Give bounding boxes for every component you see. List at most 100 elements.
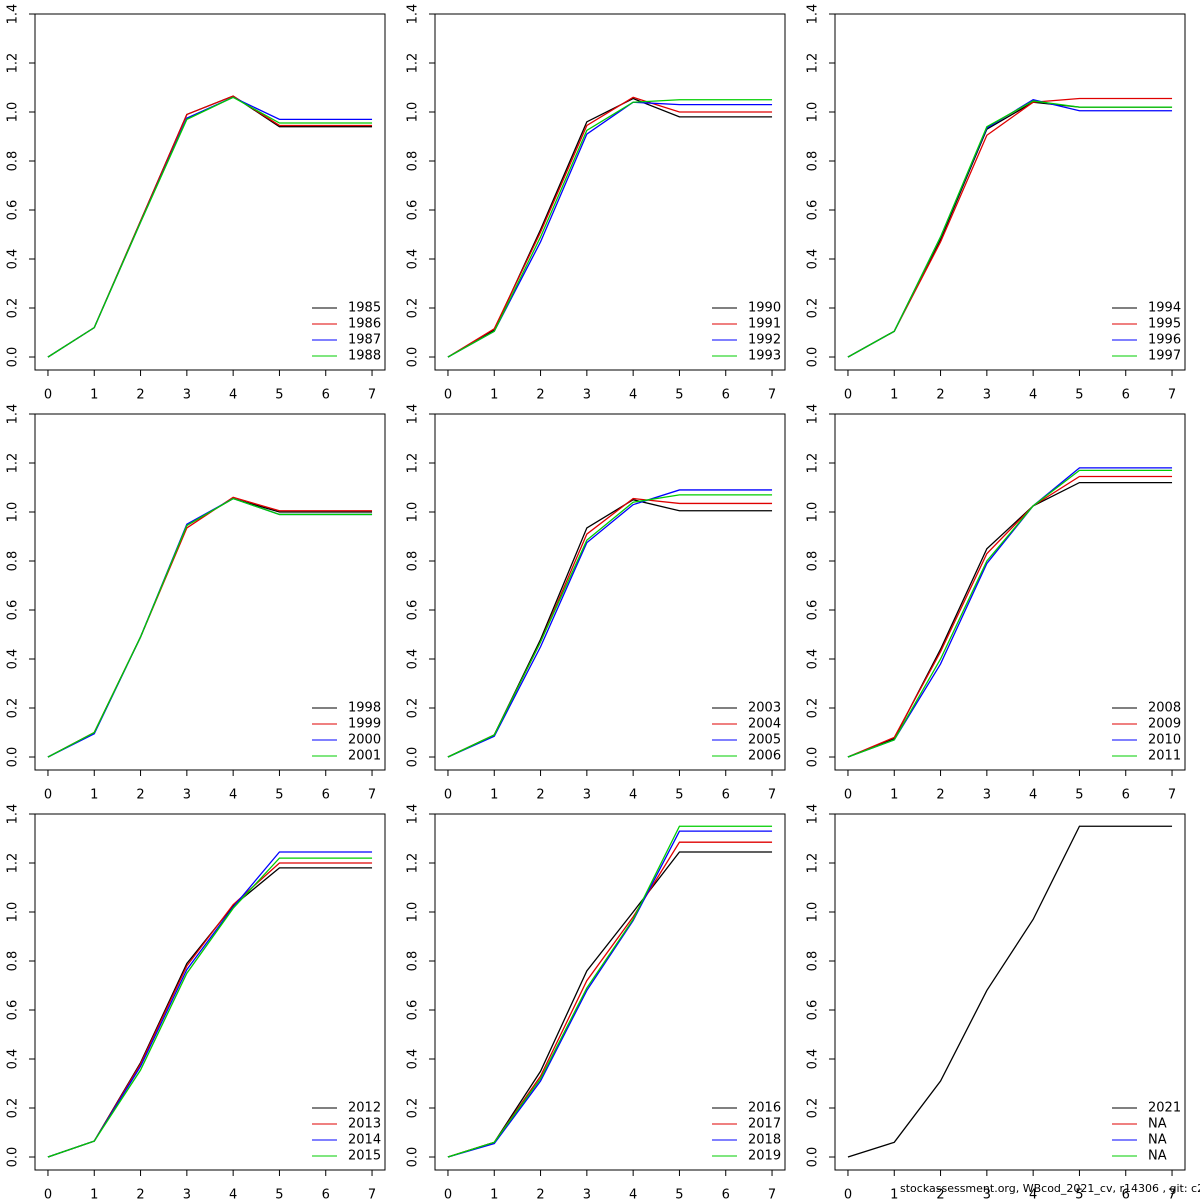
y-tick-label: 0.0 xyxy=(6,347,21,368)
y-tick-label: 0.2 xyxy=(6,1098,21,1119)
y-tick-label: 0.2 xyxy=(406,298,421,319)
y-tick-label: 0.4 xyxy=(6,649,21,670)
x-tick-label: 4 xyxy=(229,388,237,403)
x-tick-label: 2 xyxy=(136,1188,144,1200)
x-tick-label: 4 xyxy=(629,1188,637,1200)
x-tick-label: 1 xyxy=(890,1188,898,1200)
y-tick-label: 1.2 xyxy=(806,53,821,74)
x-tick-label: 6 xyxy=(1122,1188,1130,1200)
legend-label: 2013 xyxy=(348,1117,381,1132)
x-tick-label: 0 xyxy=(44,388,52,403)
y-tick-label: 0.8 xyxy=(6,951,21,972)
series-line xyxy=(447,96,773,358)
y-tick-label: 0.0 xyxy=(406,1147,421,1168)
y-tick-label: 0.2 xyxy=(406,1098,421,1119)
x-tick-label: 3 xyxy=(983,388,991,403)
legend-label: 1998 xyxy=(348,701,381,716)
y-tick-label: 1.0 xyxy=(406,902,421,923)
x-tick-label: 5 xyxy=(675,388,683,403)
y-tick-label: 0.2 xyxy=(806,1098,821,1119)
x-tick-label: 3 xyxy=(583,1188,591,1200)
series-line xyxy=(847,100,1173,358)
legend-label: 2011 xyxy=(1148,749,1181,764)
y-tick-label: 0.4 xyxy=(806,249,821,270)
x-tick-label: 6 xyxy=(722,788,730,803)
x-tick-label: 2 xyxy=(536,788,544,803)
x-tick-label: 4 xyxy=(229,788,237,803)
x-tick-label: 0 xyxy=(844,388,852,403)
x-tick-label: 3 xyxy=(183,1188,191,1200)
legend-label: NA xyxy=(1148,1117,1167,1132)
x-tick-label: 3 xyxy=(983,788,991,803)
y-tick-label: 1.4 xyxy=(6,404,21,425)
y-tick-label: 0.6 xyxy=(406,200,421,221)
y-tick-label: 1.2 xyxy=(406,853,421,874)
y-tick-label: 0.8 xyxy=(806,151,821,172)
x-tick-label: 5 xyxy=(1075,788,1083,803)
legend-label: 2006 xyxy=(748,749,781,764)
x-tick-label: 0 xyxy=(444,1188,452,1200)
y-tick-label: 0.2 xyxy=(806,698,821,719)
x-tick-label: 6 xyxy=(322,1188,330,1200)
x-tick-label: 5 xyxy=(275,1188,283,1200)
x-tick-label: 4 xyxy=(629,788,637,803)
panel: 0.0 0.2 0.4 0.6 0.8 1.0 1.2 1.4 0 1 2 3 4 5 6 7 20122013… xyxy=(6,804,386,1200)
legend-label: 1991 xyxy=(748,317,781,332)
series-line xyxy=(447,489,773,758)
series-line xyxy=(47,857,373,1158)
y-tick-label: 0.4 xyxy=(406,1049,421,1070)
y-tick-label: 0.0 xyxy=(6,1147,21,1168)
y-tick-label: 1.2 xyxy=(806,853,821,874)
y-tick-label: 1.4 xyxy=(806,404,821,425)
y-tick-label: 0.0 xyxy=(406,347,421,368)
legend-label: 1992 xyxy=(748,333,781,348)
y-tick-label: 1.0 xyxy=(406,502,421,523)
legend-label: 2016 xyxy=(748,1101,781,1116)
y-tick-label: 1.4 xyxy=(406,404,421,425)
x-tick-label: 0 xyxy=(444,388,452,403)
x-tick-label: 7 xyxy=(368,388,376,403)
series-line xyxy=(447,494,773,758)
x-tick-label: 6 xyxy=(722,1188,730,1200)
y-tick-label: 0.2 xyxy=(6,298,21,319)
series-line xyxy=(847,825,1173,1158)
x-tick-label: 7 xyxy=(768,788,776,803)
panel: 0.0 0.2 0.4 0.6 0.8 1.0 1.2 1.4 0 1 2 3 4 5 6 7 20082009… xyxy=(806,404,1186,803)
x-tick-label: 7 xyxy=(1168,1188,1176,1200)
y-tick-label: 1.4 xyxy=(806,804,821,825)
x-tick-label: 7 xyxy=(1168,788,1176,803)
legend-label: 1988 xyxy=(348,349,381,364)
panel: 0.0 0.2 0.4 0.6 0.8 1.0 1.2 1.4 0 1 2 3 4 5 6 7 19851986… xyxy=(6,4,386,403)
x-tick-label: 7 xyxy=(1168,388,1176,403)
x-tick-label: 5 xyxy=(675,1188,683,1200)
plot-frame xyxy=(834,413,1186,771)
panel: 0.0 0.2 0.4 0.6 0.8 1.0 1.2 1.4 0 1 2 3 4 5 6 7 19901991… xyxy=(406,4,786,403)
panel: 0.0 0.2 0.4 0.6 0.8 1.0 1.2 1.4 0 1 2 3 4 5 6 7 19981999… xyxy=(6,404,386,803)
y-tick-label: 0.8 xyxy=(806,951,821,972)
panel: 0.0 0.2 0.4 0.6 0.8 1.0 1.2 1.4 0 1 2 3 4 5 6 7 20162017… xyxy=(406,804,786,1200)
series-line xyxy=(447,99,773,358)
x-tick-label: 4 xyxy=(229,1188,237,1200)
plot-frame xyxy=(834,813,1186,1171)
legend-label: 1986 xyxy=(348,317,381,332)
y-tick-label: 1.4 xyxy=(806,4,821,25)
legend-label: 2019 xyxy=(748,1149,781,1164)
x-tick-label: 4 xyxy=(629,388,637,403)
x-tick-label: 5 xyxy=(275,788,283,803)
y-tick-label: 0.8 xyxy=(806,551,821,572)
x-tick-label: 2 xyxy=(136,788,144,803)
x-tick-label: 7 xyxy=(368,788,376,803)
x-tick-label: 3 xyxy=(583,388,591,403)
x-tick-label: 6 xyxy=(322,388,330,403)
plot-frame xyxy=(34,13,386,371)
x-tick-label: 5 xyxy=(1075,1188,1083,1200)
legend-label: 2001 xyxy=(348,749,381,764)
y-tick-label: 0.0 xyxy=(806,1147,821,1168)
x-tick-label: 1 xyxy=(890,388,898,403)
y-tick-label: 0.8 xyxy=(406,951,421,972)
x-tick-label: 7 xyxy=(368,1188,376,1200)
x-tick-label: 2 xyxy=(936,788,944,803)
legend-label: 2021 xyxy=(1148,1101,1181,1116)
plot-frame xyxy=(34,813,386,1171)
